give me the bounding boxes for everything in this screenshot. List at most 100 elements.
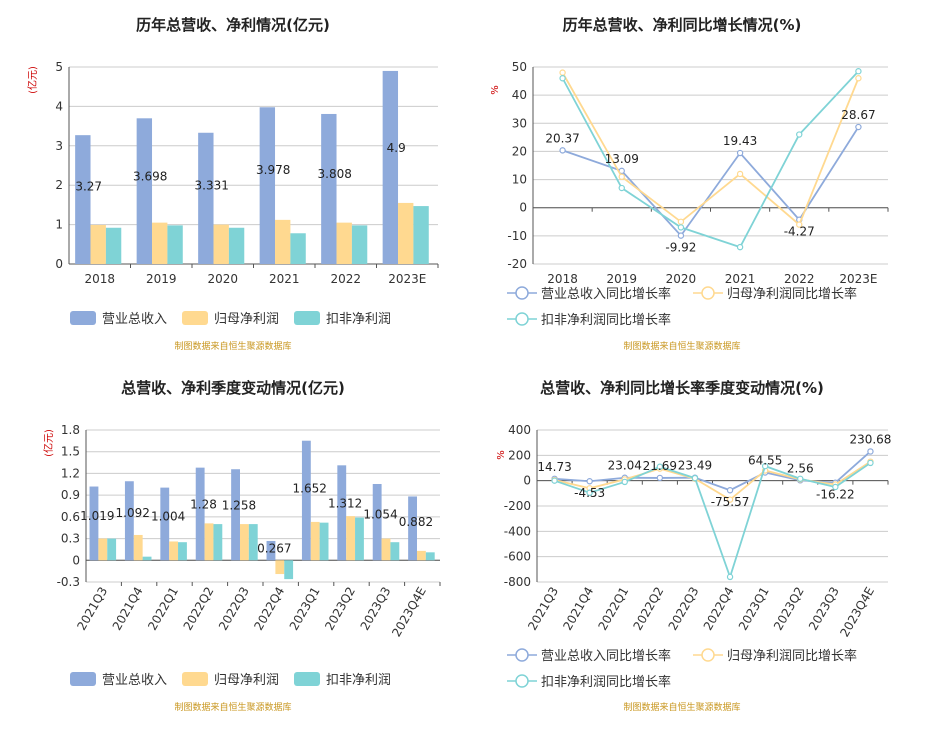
chart-title: 总营收、净利同比增长率季度变动情况(%) (540, 379, 824, 397)
x-tick-label: 2022 (330, 272, 361, 286)
y-tick-label: 20 (512, 144, 527, 158)
bar (390, 542, 400, 561)
x-tick-label: 2023Q2 (771, 585, 807, 633)
x-tick-label: 2022Q3 (666, 585, 702, 633)
bar (213, 224, 229, 264)
point (618, 184, 625, 192)
x-tick-label: 2023Q3 (806, 585, 842, 633)
bar (382, 70, 399, 264)
bar (408, 496, 417, 561)
data-label: 1.019 (80, 509, 114, 523)
point (559, 147, 566, 154)
bar (425, 552, 435, 561)
bar (381, 538, 391, 561)
point (691, 474, 699, 482)
point (867, 459, 874, 467)
point (551, 477, 558, 484)
bar (231, 469, 240, 561)
bar (204, 523, 214, 561)
legend-swatch (182, 672, 208, 686)
point (677, 218, 685, 225)
y-tick-label: 1.2 (61, 466, 80, 480)
bar (310, 521, 320, 561)
data-label: 1.092 (116, 506, 150, 520)
series-line (554, 462, 871, 580)
bar (346, 516, 356, 561)
y-tick-label: 1.5 (61, 445, 80, 459)
series-line (561, 72, 860, 227)
legend-label: 营业总收入同比增长率 (541, 648, 671, 664)
data-label: 14.73 (537, 460, 571, 474)
bar (372, 483, 382, 561)
bar (284, 560, 294, 580)
point (855, 123, 862, 131)
point (559, 75, 566, 82)
point (736, 243, 744, 251)
legend-marker (515, 648, 529, 662)
point (736, 170, 744, 178)
point (761, 462, 769, 470)
point (656, 463, 664, 470)
chart-panel-0: 历年总营收、净利情况(亿元) (亿元) 0 1 2 3 4 5 2018 2019 2020 2021… (26, 16, 439, 352)
legend-label: 营业总收入 (102, 312, 167, 327)
bar (195, 467, 205, 561)
point (832, 483, 839, 491)
bar (75, 135, 91, 264)
bar (167, 225, 183, 264)
legend-label: 扣非净利润 (326, 312, 391, 327)
source-note: 制图数据来自恒生聚源数据库 (174, 340, 291, 352)
bar (228, 227, 245, 264)
x-tick-label: 2019 (146, 272, 177, 286)
y-tick-label: 5 (55, 60, 63, 74)
legend-label: 归母净利润同比增长率 (727, 648, 857, 664)
series-line (561, 70, 860, 249)
series-line (554, 460, 871, 501)
bar (301, 440, 311, 561)
y-tick-label: 0 (519, 201, 527, 215)
series-line (562, 126, 860, 238)
bar (89, 486, 99, 561)
data-label: 0.882 (399, 515, 433, 529)
x-tick-label: 2021 (269, 272, 300, 286)
bar (355, 517, 364, 561)
data-label: 3.808 (318, 167, 352, 181)
point (796, 131, 803, 138)
y-tick-label: -800 (504, 575, 531, 589)
y-unit-label: % (490, 85, 501, 95)
bar (336, 222, 352, 264)
legend-swatch (294, 311, 320, 325)
bar (142, 556, 152, 561)
bar (266, 540, 276, 561)
chart-panel-3: 总营收、净利同比增长率季度变动情况(%)% 400 200 0 -200 -400 -600… (496, 379, 891, 713)
y-tick-label: 1 (55, 218, 63, 232)
y-tick-label: 0 (523, 474, 531, 488)
chart-title: 历年总营收、净利同比增长情况(%) (563, 16, 802, 34)
data-label: -4.53 (574, 486, 605, 500)
legend-marker (515, 674, 529, 688)
bar (239, 524, 249, 561)
x-tick-label: 2018 (547, 272, 578, 286)
x-tick-label: 2023Q2 (322, 585, 358, 633)
y-tick-label: 1.8 (61, 423, 80, 437)
x-tick-label: 2022Q1 (595, 585, 631, 633)
bar (259, 107, 276, 264)
legend-swatch (70, 672, 96, 686)
y-tick-label: 0.9 (61, 488, 80, 502)
point (867, 448, 874, 455)
x-tick-label: 2022 (784, 272, 815, 286)
data-label: 4.9 (387, 141, 406, 155)
legend-label: 归母净利润同比增长率 (727, 286, 857, 302)
bar (160, 487, 170, 561)
data-label: -9.92 (665, 241, 696, 255)
legend-swatch (182, 311, 208, 325)
y-tick-label: -0.3 (57, 575, 80, 589)
point (586, 489, 593, 496)
legend-label: 归母净利润 (214, 312, 279, 327)
point (677, 232, 685, 239)
bar (398, 202, 414, 264)
bar (275, 219, 291, 264)
x-tick-label: 2021Q4 (560, 585, 596, 633)
data-label: 21.69 (643, 459, 677, 473)
y-tick-label: 30 (512, 116, 527, 130)
x-tick-label: 2022Q4 (701, 585, 737, 633)
